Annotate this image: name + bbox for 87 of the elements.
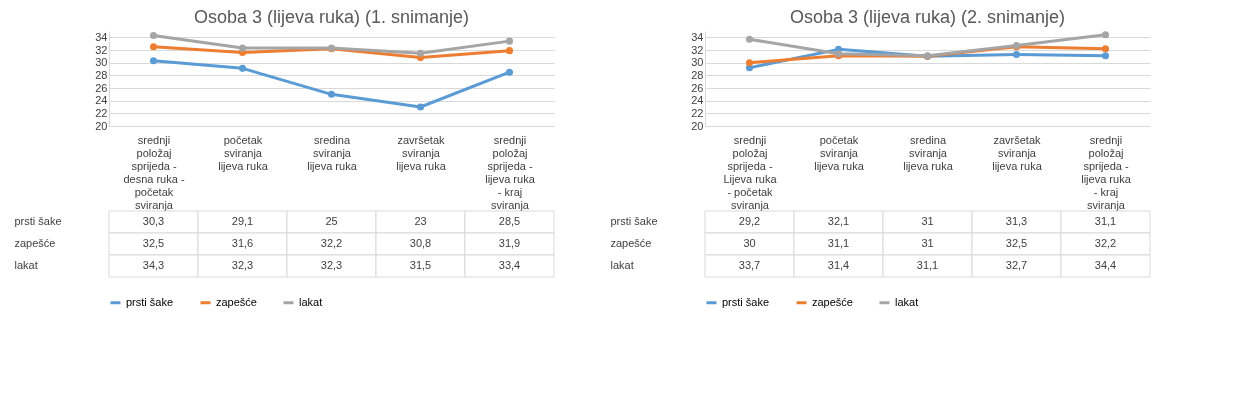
legend-label: prsti šake — [722, 295, 770, 308]
legend-label: zapešće — [812, 295, 853, 308]
y-tick-label: 32 — [691, 43, 704, 56]
legend-label: zapešće — [216, 295, 257, 308]
x-tick-label: završetak sviranja lijeva ruka — [396, 133, 447, 172]
point — [416, 103, 425, 111]
y-tick-label: 30 — [95, 56, 108, 69]
y-tick-label: 28 — [95, 68, 108, 81]
data-label: 30 — [743, 237, 756, 249]
y-tick-label: 26 — [691, 81, 704, 94]
data-label: 32,3 — [320, 259, 343, 271]
y-tick-label: 24 — [95, 94, 108, 107]
point — [149, 43, 158, 51]
chart-title: Osoba 3 (lijeva ruka) (2. snimanje) — [789, 7, 1066, 27]
text: prsti šake — [14, 215, 62, 227]
data-label: 33,7 — [738, 259, 761, 271]
y-tick-label: 32 — [95, 43, 108, 56]
point — [505, 68, 514, 76]
chart-title: Osoba 3 (lijeva ruka) (1. snimanje) — [193, 7, 470, 27]
data-label: 25 — [325, 215, 338, 227]
data-label: 32,3 — [231, 259, 254, 271]
data-label: 32,2 — [320, 237, 343, 249]
data-label: 23 — [414, 215, 427, 227]
point — [149, 31, 158, 39]
data-label: 31 — [921, 215, 934, 227]
point — [505, 47, 514, 55]
data-label: 28,5 — [498, 215, 521, 227]
data-label: 32,5 — [142, 237, 165, 249]
data-label: 32,5 — [1005, 237, 1028, 249]
point — [238, 64, 247, 72]
x-tick-label: srednji položaj sprijeda - desna ruka - početak sviranja — [123, 133, 185, 211]
x-tick-label: srednji položaj sprijeda - lijeva ruka - kraj sviranja — [485, 133, 536, 211]
data-label: 34,4 — [1094, 259, 1117, 271]
data-label: 32,1 — [827, 215, 850, 227]
x-tick-label: sredina sviranja lijeva ruka — [307, 133, 358, 172]
text: lakat — [14, 259, 38, 271]
x-tick-label: završetak sviranja lijeva ruka — [992, 133, 1043, 172]
data-label: 31,9 — [498, 237, 521, 249]
point — [1101, 45, 1110, 53]
x-tick-label: početak sviranja lijeva ruka — [814, 133, 865, 172]
data-label: 31,3 — [1005, 215, 1028, 227]
y-tick-label: 20 — [95, 119, 108, 132]
point — [416, 49, 425, 57]
y-tick-label: 20 — [691, 119, 704, 132]
point — [505, 37, 514, 45]
y-tick-label: 34 — [95, 30, 108, 43]
text: zapešće — [610, 237, 652, 249]
legend-label: lakat — [299, 295, 323, 308]
text: prsti šake — [610, 215, 658, 227]
y-tick-label: 24 — [691, 94, 704, 107]
data-label: 32,2 — [1094, 237, 1117, 249]
point — [149, 57, 158, 65]
text: zapešće — [14, 237, 56, 249]
x-tick-label: početak sviranja lijeva ruka — [218, 133, 269, 172]
y-tick-label: 22 — [691, 106, 704, 119]
data-label: 31,6 — [231, 237, 254, 249]
data-label: 32,7 — [1005, 259, 1028, 271]
y-tick-label: 22 — [95, 106, 108, 119]
data-label: 33,4 — [498, 259, 521, 271]
y-tick-label: 28 — [691, 68, 704, 81]
data-label: 31 — [921, 237, 934, 249]
data-label: 30,3 — [142, 215, 165, 227]
y-tick-label: 30 — [691, 56, 704, 69]
point — [327, 90, 336, 98]
legend-label: prsti šake — [126, 295, 174, 308]
data-label: 29,2 — [738, 215, 761, 227]
legend-label: lakat — [895, 295, 919, 308]
point — [745, 59, 754, 67]
point — [1012, 50, 1021, 58]
data-label: 30,8 — [409, 237, 432, 249]
data-label: 31,5 — [409, 259, 432, 271]
x-tick-label: srednji položaj sprijeda - Lijeva ruka - početak sviranja — [723, 133, 778, 211]
x-tick-label: srednji položaj sprijeda - lijeva ruka - kraj sviranja — [1081, 133, 1132, 211]
text: lakat — [610, 259, 634, 271]
point — [745, 35, 754, 43]
data-label: 31,1 — [916, 259, 939, 271]
y-tick-label: 34 — [691, 30, 704, 43]
data-label: 31,1 — [827, 237, 850, 249]
point — [1101, 31, 1110, 39]
y-tick-label: 26 — [95, 81, 108, 94]
data-label: 31,1 — [1094, 215, 1117, 227]
data-label: 34,3 — [142, 259, 165, 271]
data-label: 31,4 — [827, 259, 850, 271]
point — [1101, 52, 1110, 60]
data-label: 29,1 — [231, 215, 254, 227]
x-tick-label: sredina sviranja lijeva ruka — [903, 133, 954, 172]
point — [238, 44, 247, 52]
